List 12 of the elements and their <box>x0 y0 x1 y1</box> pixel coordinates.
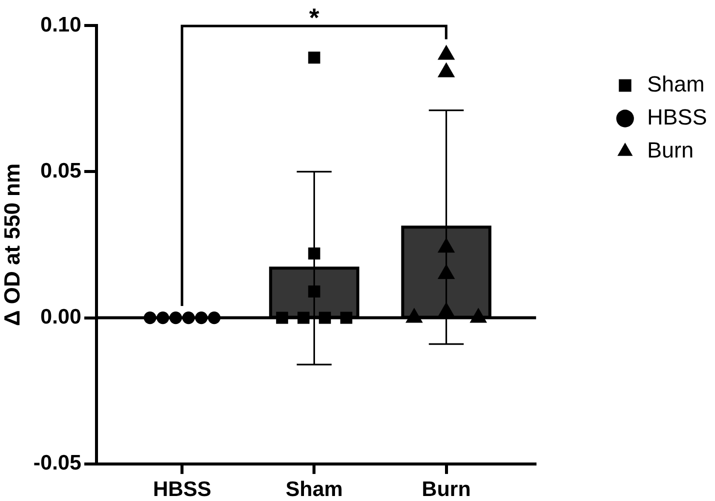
y-tick-label: 0.10 <box>40 13 82 36</box>
x-tick-label: Burn <box>422 478 471 501</box>
x-tick-label: HBSS <box>152 478 212 501</box>
y-tick-label: 0.00 <box>40 306 82 329</box>
annotation: * <box>309 2 320 32</box>
y-tick-label: 0.05 <box>40 159 82 182</box>
y-axis-title: Δ OD at 550 nm <box>0 163 24 326</box>
x-tick-label: Sham <box>286 478 343 501</box>
legend-label: HBSS <box>647 104 708 130</box>
y-tick-label: -0.05 <box>33 452 82 475</box>
legend-label: Burn <box>647 138 694 163</box>
legend-label: Sham <box>647 72 705 97</box>
